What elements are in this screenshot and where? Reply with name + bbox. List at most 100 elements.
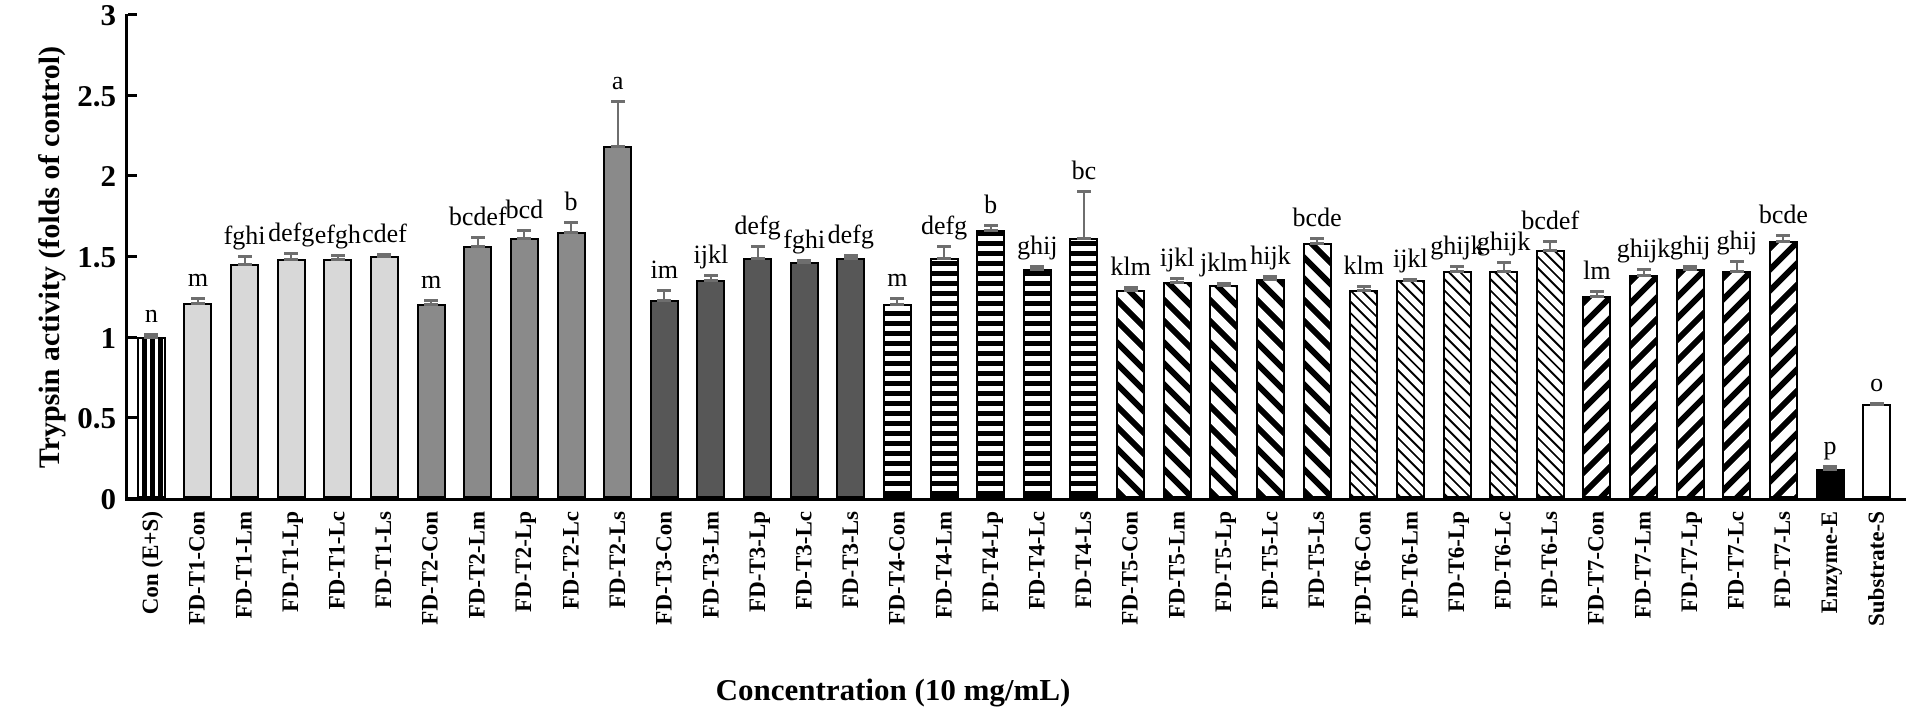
sig-letter-FD-T2-Con: m [420, 265, 442, 295]
bar-FD-T4-Lc [1022, 268, 1052, 498]
sig-letter-FD-T6-Lc: ghijk [1476, 227, 1531, 257]
bar-FD-T7-Ls [1768, 241, 1798, 498]
error-cap-top-FD-T4-Lc [1030, 264, 1045, 268]
x-label-FD-T7-Lm: FD-T7-Lm [1630, 511, 1656, 619]
error-cap-top-FD-T5-Lc [1263, 275, 1278, 279]
sig-letter-FD-T1-Ls: cdef [362, 219, 407, 249]
y-tick-label: 0.5 [77, 400, 116, 436]
error-cap-bottom-Enzyme-E [1823, 467, 1838, 471]
error-bar-FD-T6-Lc [1502, 262, 1505, 271]
error-bar-FD-T2-Lc [570, 222, 572, 232]
error-bar-FD-T3-Lm [709, 275, 712, 281]
bar-FD-T1-Con [183, 302, 213, 498]
error-cap-bottom-FD-T3-Lm [703, 279, 718, 283]
error-cap-top-FD-T5-Lp [1216, 282, 1231, 286]
bar-FD-T6-Con [1349, 289, 1379, 498]
x-label-FD-T3-Lp: FD-T3-Lp [744, 511, 770, 612]
error-cap-bottom-FD-T3-Con [657, 298, 672, 302]
x-label-FD-T7-Con: FD-T7-Con [1583, 511, 1609, 625]
x-label-FD-T3-Lm: FD-T3-Lm [697, 511, 723, 619]
error-bar-FD-T7-Ls [1782, 235, 1785, 242]
error-cap-top-FD-T1-Ls [377, 253, 392, 257]
sig-letter-FD-T6-Con: klm [1343, 250, 1384, 280]
error-cap-top-FD-T2-Con [424, 299, 439, 303]
y-axis-line [125, 14, 128, 500]
sig-letter-Enzyme-E: p [1823, 430, 1837, 460]
x-label-FD-T2-Lp: FD-T2-Lp [511, 511, 537, 612]
bar-FD-T2-Lc [556, 231, 586, 498]
sig-letter-FD-T4-Lm: defg [920, 211, 968, 241]
error-bar-FD-T7-Con [1595, 291, 1598, 297]
error-cap-top-Substrate-S [1869, 401, 1884, 405]
sig-letter-FD-T6-Ls: bcdef [1521, 206, 1580, 236]
error-cap-bottom-FD-T1-Ls [377, 255, 392, 258]
y-tick-label: 3 [100, 0, 117, 32]
y-tick [128, 174, 137, 178]
x-label-FD-T6-Lc: FD-T6-Lc [1490, 511, 1516, 610]
error-cap-top-FD-T6-Lc [1496, 261, 1511, 265]
x-axis-title: Concentration (10 mg/mL) [715, 672, 1071, 707]
x-label-FD-T4-Ls: FD-T4-Ls [1070, 511, 1096, 609]
error-cap-top-FD-T1-Lm [237, 255, 252, 258]
sig-letter-FD-T3-Lc: fghi [783, 225, 826, 255]
error-cap-top-FD-T5-Lm [1170, 276, 1185, 280]
error-cap-bottom-FD-T1-Con [190, 301, 205, 305]
error-bar-FD-T5-Lm [1176, 277, 1179, 282]
x-label-FD-T5-Lc: FD-T5-Lc [1257, 511, 1283, 610]
error-cap-bottom-FD-T5-Lc [1263, 277, 1278, 281]
x-label-FD-T6-Con: FD-T6-Con [1350, 511, 1376, 625]
y-tick-label: 2 [100, 158, 117, 194]
error-bar-FD-T7-Lc [1735, 260, 1738, 271]
x-axis-line [125, 498, 1906, 501]
error-bar-FD-T6-Ls [1549, 241, 1552, 250]
error-bar-FD-T6-Lp [1456, 265, 1458, 271]
x-label-FD-T2-Con: FD-T2-Con [418, 511, 444, 625]
error-cap-bottom-FD-T4-Ls [1076, 237, 1091, 241]
error-cap-bottom-FD-T4-Lm [937, 256, 952, 260]
y-tick [128, 416, 137, 420]
sig-letter-FD-T7-Lc: ghij [1716, 225, 1757, 255]
error-cap-bottom-FD-T1-Lm [237, 263, 252, 267]
bar-FD-T7-Lm [1629, 275, 1659, 498]
x-label-FD-T5-Con: FD-T5-Con [1117, 511, 1143, 625]
error-cap-bottom-FD-T6-Lc [1496, 269, 1511, 273]
error-cap-top-FD-T3-Lc [797, 259, 812, 263]
x-label-FD-T1-Lp: FD-T1-Lp [278, 511, 304, 612]
error-cap-top-Enzyme-E [1823, 464, 1838, 468]
x-label-Con (E+S): Con (E+S) [138, 511, 164, 615]
sig-letter-FD-T7-Lp: ghij [1669, 230, 1711, 260]
sig-letter-FD-T2-Lc: b [564, 187, 578, 217]
bar-FD-T4-Ls [1069, 238, 1099, 498]
error-cap-bottom-FD-T6-Lp [1450, 269, 1464, 273]
sig-letter-Substrate-S: o [1870, 367, 1884, 397]
sig-letter-FD-T2-Ls: a [611, 66, 624, 96]
x-label-FD-T7-Lp: FD-T7-Lp [1677, 511, 1703, 612]
error-cap-top-FD-T5-Ls [1310, 237, 1325, 241]
x-label-FD-T4-Con: FD-T4-Con [884, 511, 910, 625]
x-label-FD-T3-Con: FD-T3-Con [651, 511, 677, 625]
error-bar-FD-T3-Lp [756, 246, 759, 258]
y-tick [128, 13, 137, 16]
bar-FD-T6-Ls [1535, 249, 1565, 498]
x-label-FD-T3-Lc: FD-T3-Lc [791, 511, 817, 610]
x-label-FD-T2-Lm: FD-T2-Lm [464, 511, 490, 619]
x-label-FD-T6-Lp: FD-T6-Lp [1444, 511, 1469, 612]
y-tick [128, 93, 137, 97]
error-cap-top-FD-T3-Lm [703, 274, 718, 278]
bar-FD-T5-Ls [1302, 243, 1332, 498]
bar-FD-T1-Lc [323, 259, 353, 498]
error-cap-top-FD-T4-Con [890, 296, 905, 300]
error-cap-top-FD-T3-Con [657, 288, 672, 292]
x-label-Substrate-S: Substrate-S [1863, 511, 1889, 627]
sig-letter-FD-T6-Lp: ghijk [1430, 230, 1484, 260]
sig-letter-FD-T5-Con: klm [1110, 252, 1151, 282]
sig-letter-FD-T7-Ls: bcde [1758, 200, 1808, 230]
error-cap-bottom-FD-T7-Lm [1636, 274, 1651, 278]
bar-FD-T4-Lp [976, 230, 1006, 498]
sig-letter-FD-T6-Lm: ijkl [1393, 243, 1428, 273]
error-bar-FD-T4-Lp [989, 225, 992, 231]
bar-Con (E+S) [136, 336, 166, 498]
bar-FD-T6-Lp [1442, 270, 1472, 498]
